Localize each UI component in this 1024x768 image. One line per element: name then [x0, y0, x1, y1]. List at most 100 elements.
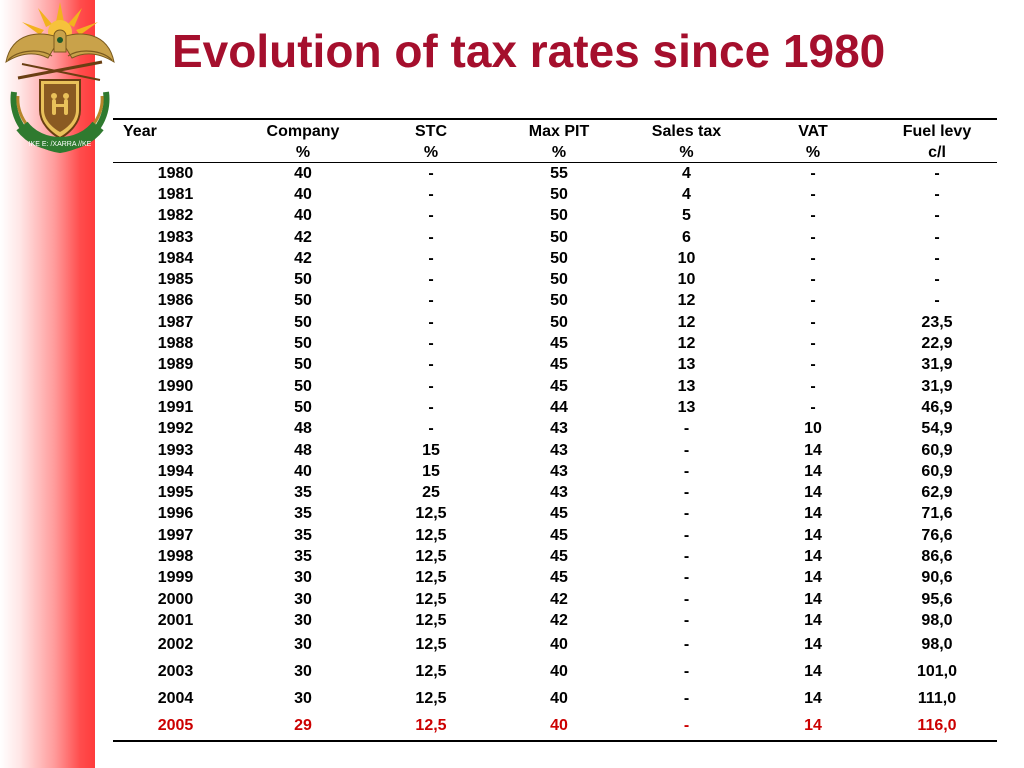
cell-fuel-levy: 54,9 [921, 420, 953, 438]
header-sales-tax-unit: % [679, 144, 694, 161]
cell-year: 1984 [157, 249, 194, 267]
cell-year: 1993 [157, 441, 194, 459]
cell-year: 2003 [157, 663, 194, 681]
cell-max-pit: 50 [550, 228, 568, 246]
cell-fuel-levy: 23,5 [921, 313, 953, 331]
cell-year: 1989 [157, 356, 194, 374]
cell-vat: - [810, 398, 816, 416]
cell-company: 50 [294, 313, 312, 331]
cell-max-pit: 45 [550, 569, 568, 587]
cell-company: 50 [294, 271, 312, 289]
table-row: 1983 42 - 50 6 - - [113, 227, 997, 248]
cell-fuel-levy: - [934, 185, 940, 203]
cell-company: 35 [294, 547, 312, 565]
table-row: 1991 50 - 44 13 - 46,9 [113, 397, 997, 418]
cell-company: 50 [294, 398, 312, 416]
cell-fuel-levy: 116,0 [917, 717, 957, 735]
table-row: 1993 48 15 43 - 14 60,9 [113, 440, 997, 461]
cell-stc: 12,5 [415, 569, 447, 587]
cell-year: 1994 [157, 462, 194, 480]
cell-year: 1987 [157, 313, 194, 331]
cell-vat: 14 [804, 569, 822, 587]
cell-year: 1999 [157, 569, 194, 587]
table-row: 1996 35 12,5 45 - 14 71,6 [113, 504, 997, 525]
cell-stc: 12,5 [415, 636, 447, 654]
cell-year: 1988 [157, 335, 194, 353]
emblem-motto: !KE E: /XARRA //KE [29, 141, 92, 148]
cell-company: 35 [294, 505, 312, 523]
table-row: 1988 50 - 45 12 - 22,9 [113, 333, 997, 354]
cell-year: 2000 [157, 590, 194, 608]
cell-sales-tax: 13 [677, 377, 696, 395]
cell-max-pit: 50 [550, 313, 568, 331]
cell-sales-tax: 6 [682, 228, 691, 246]
header-company-unit: % [295, 144, 311, 161]
header-max-pit-unit: % [551, 144, 567, 161]
cell-year: 1980 [157, 164, 194, 182]
table-row: 2002 30 12,5 40 - 14 98,0 [113, 632, 997, 659]
table-row: 1982 40 - 50 5 - - [113, 206, 997, 227]
cell-year: 1990 [157, 377, 194, 395]
cell-max-pit: 43 [550, 441, 568, 459]
table-row: 1997 35 12,5 45 - 14 76,6 [113, 525, 997, 546]
header-year-unit [113, 141, 238, 162]
cell-fuel-levy: 46,9 [921, 398, 953, 416]
cell-stc: - [428, 249, 434, 267]
cell-vat: - [810, 335, 816, 353]
header-company: Company [266, 123, 340, 140]
cell-fuel-levy: 86,6 [921, 547, 953, 565]
table-row: 2004 30 12,5 40 - 14 111,0 [113, 686, 997, 713]
cell-max-pit: 45 [550, 335, 568, 353]
cell-stc: - [428, 335, 434, 353]
cell-max-pit: 45 [550, 526, 568, 544]
cell-fuel-levy: 60,9 [921, 441, 953, 459]
cell-vat: - [810, 249, 816, 267]
cell-stc: - [428, 313, 434, 331]
cell-sales-tax: - [683, 663, 690, 681]
header-fuel-levy-unit: c/l [928, 144, 946, 161]
cell-year: 1996 [157, 505, 194, 523]
cell-sales-tax: - [683, 717, 690, 735]
cell-company: 50 [294, 377, 312, 395]
coat-of-arms-icon: !KE E: /XARRA //KE [5, 2, 115, 154]
cell-company: 30 [294, 569, 312, 587]
table-row: 1984 42 - 50 10 - - [113, 248, 997, 269]
cell-sales-tax: 12 [677, 292, 696, 310]
cell-sales-tax: - [683, 526, 690, 544]
cell-stc: 12,5 [415, 611, 447, 629]
cell-company: 29 [294, 717, 312, 735]
header-units-row: % % % % % c/l [113, 141, 997, 162]
table-row: 1992 48 - 43 - 10 54,9 [113, 419, 997, 440]
table-row: 2001 30 12,5 42 - 14 98,0 [113, 610, 997, 631]
cell-fuel-levy: 71,6 [921, 505, 953, 523]
header-vat-unit: % [805, 144, 821, 161]
cell-sales-tax: - [683, 505, 690, 523]
cell-vat: - [810, 228, 816, 246]
table-row: 1999 30 12,5 45 - 14 90,6 [113, 568, 997, 589]
cell-stc: - [428, 356, 434, 374]
cell-fuel-levy: - [934, 207, 940, 225]
header-vat: VAT [798, 123, 828, 140]
cell-year: 1997 [157, 526, 194, 544]
cell-stc: 12,5 [415, 590, 447, 608]
cell-vat: 14 [804, 441, 822, 459]
cell-max-pit: 45 [550, 547, 568, 565]
cell-fuel-levy: - [934, 292, 940, 310]
cell-stc: 12,5 [415, 663, 447, 681]
cell-sales-tax: 5 [682, 207, 691, 225]
cell-max-pit: 55 [550, 164, 568, 182]
cell-year: 2005 [157, 717, 194, 735]
cell-company: 40 [294, 164, 312, 182]
cell-company: 35 [294, 526, 312, 544]
cell-year: 2002 [157, 636, 194, 654]
cell-year: 2004 [157, 690, 194, 708]
cell-max-pit: 50 [550, 271, 568, 289]
cell-year: 1998 [157, 547, 194, 565]
table-row: 1990 50 - 45 13 - 31,9 [113, 376, 997, 397]
cell-fuel-levy: 31,9 [921, 356, 953, 374]
table-row: 2000 30 12,5 42 - 14 95,6 [113, 589, 997, 610]
table-row: 1995 35 25 43 - 14 62,9 [113, 482, 997, 503]
cell-company: 30 [294, 590, 312, 608]
cell-max-pit: 50 [550, 185, 568, 203]
cell-vat: - [810, 292, 816, 310]
